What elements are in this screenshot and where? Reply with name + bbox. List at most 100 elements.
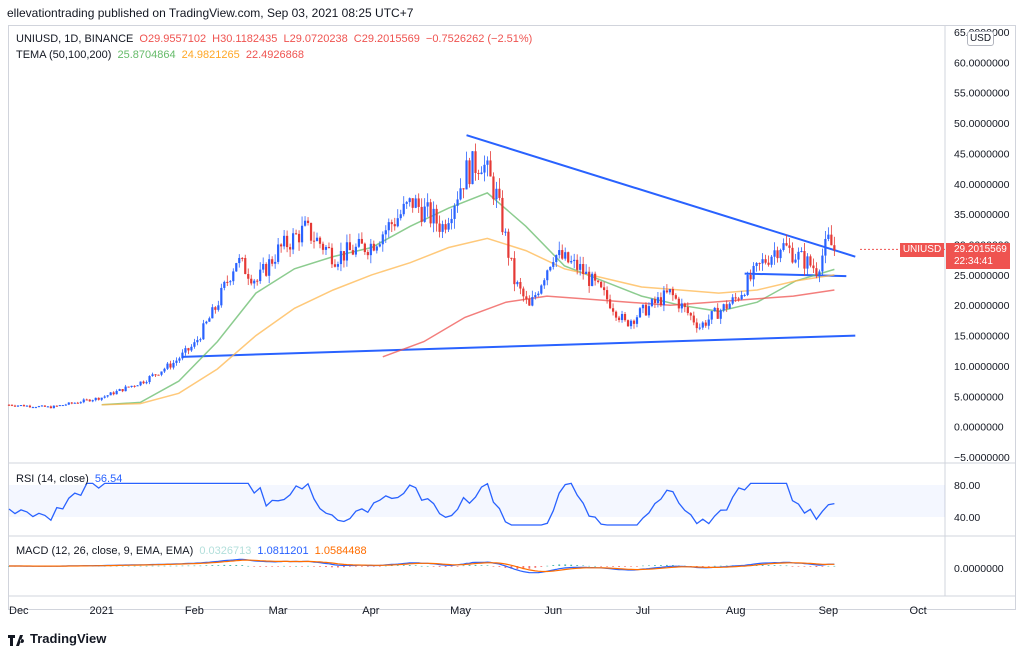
macd-histogram-bar xyxy=(277,566,280,567)
candle-body xyxy=(716,307,719,319)
time-tick-label: Aug xyxy=(726,605,746,617)
candle-body xyxy=(336,264,340,267)
macd-signal-value: 1.0584488 xyxy=(314,545,367,557)
candle-body xyxy=(372,243,375,251)
macd-histogram-bar xyxy=(654,565,656,566)
candle-body xyxy=(366,252,369,256)
time-tick-label: May xyxy=(450,605,471,617)
candle-body xyxy=(402,203,405,215)
macd-histogram-bar xyxy=(713,565,716,567)
candle-body xyxy=(671,288,674,296)
candle-body xyxy=(244,258,247,275)
candle-body xyxy=(728,303,731,309)
candle-body xyxy=(175,360,178,363)
macd-histogram-bar xyxy=(349,566,351,567)
currency-badge[interactable]: USD xyxy=(967,31,994,46)
trendline xyxy=(182,334,856,358)
macd-histogram-bar xyxy=(223,564,226,566)
candle-body xyxy=(713,307,716,312)
candle-body xyxy=(567,252,570,263)
candle-body xyxy=(253,280,256,284)
price-tick-label: 45.0000000 xyxy=(954,148,1010,160)
candle-body xyxy=(241,257,244,259)
candle-body xyxy=(381,234,384,245)
candle-body xyxy=(103,396,106,398)
candle-body xyxy=(318,237,322,244)
candle-body xyxy=(626,320,630,327)
candle-body xyxy=(202,323,205,340)
candle-body xyxy=(94,397,97,401)
tradingview-brand[interactable]: TradingView xyxy=(8,631,106,646)
macd-histogram-bar xyxy=(761,564,764,566)
candle-body xyxy=(704,322,707,326)
macd-histogram-bar xyxy=(582,565,585,567)
candle-body xyxy=(408,198,411,203)
macd-histogram-bar xyxy=(570,564,573,566)
candle-body xyxy=(277,244,280,262)
candle-body xyxy=(286,235,289,248)
macd-label[interactable]: MACD (12, 26, close, 9, EMA, EMA) xyxy=(16,545,194,557)
candle-body xyxy=(148,376,151,383)
time-tick-label: Apr xyxy=(362,605,379,617)
ohlc-legend: UNIUSD, 1D, BINANCE O29.9557102 H30.1182… xyxy=(16,33,535,45)
chart-frame xyxy=(8,25,1016,610)
macd-histogram-bar xyxy=(821,566,824,567)
candle-body xyxy=(800,251,803,253)
macd-histogram-bar xyxy=(384,565,387,567)
candle-body xyxy=(486,160,489,165)
macd-histogram-bar xyxy=(779,565,782,567)
candle-body xyxy=(184,348,187,353)
candle-body xyxy=(217,305,220,310)
candle-body xyxy=(294,233,298,235)
candle-body xyxy=(513,258,516,285)
time-tick-label: 2021 xyxy=(89,605,113,617)
tema-label[interactable]: TEMA (50,100,200) xyxy=(16,49,112,61)
macd-histogram-bar xyxy=(181,565,184,567)
candle-body xyxy=(570,261,573,263)
tema-line-1 xyxy=(101,192,835,406)
candle-body xyxy=(585,271,588,275)
macd-histogram-bar xyxy=(253,566,256,567)
symbol-label[interactable]: UNIUSD, 1D, BINANCE xyxy=(16,33,134,45)
candle-body xyxy=(91,400,94,402)
candle-body xyxy=(339,251,343,265)
candle-body xyxy=(737,298,740,300)
macd-histogram-bar xyxy=(169,565,172,567)
tema-line-3 xyxy=(382,289,835,358)
candle-body xyxy=(561,250,564,259)
candle-body xyxy=(235,263,238,272)
price-tick-label: −5.0000000 xyxy=(954,452,1010,464)
macd-histogram-bar xyxy=(785,565,788,567)
macd-histogram-bar xyxy=(331,566,333,568)
macd-histogram-bar xyxy=(462,565,465,567)
macd-histogram-bar xyxy=(791,566,794,567)
rsi-tick-label: 40.00 xyxy=(954,512,980,524)
candle-body xyxy=(133,385,136,387)
rsi-label[interactable]: RSI (14, close) xyxy=(16,473,89,485)
candle-body xyxy=(653,299,657,304)
candle-body xyxy=(794,259,797,263)
candle-body xyxy=(76,402,79,404)
candle-body xyxy=(85,399,88,401)
candle-body xyxy=(306,220,310,223)
candle-body xyxy=(193,342,196,347)
candle-body xyxy=(833,245,836,251)
rsi-line xyxy=(8,482,835,526)
candle-body xyxy=(465,160,468,190)
candle-body xyxy=(504,231,507,233)
macd-tick-label: 0.0000000 xyxy=(954,563,1004,575)
macd-histogram-bar xyxy=(725,565,728,567)
candle-body xyxy=(312,240,316,242)
candle-body xyxy=(827,234,830,239)
candle-body xyxy=(770,256,773,265)
candle-body xyxy=(450,218,453,224)
macd-pane xyxy=(8,558,836,574)
candle-body xyxy=(438,223,441,232)
candle-body xyxy=(61,405,64,407)
candle-body xyxy=(303,220,307,226)
rsi-legend: RSI (14, close) 56.54 xyxy=(16,473,125,485)
candle-body xyxy=(692,315,695,323)
macd-histogram-bar xyxy=(343,566,345,568)
candle-body xyxy=(58,405,61,407)
